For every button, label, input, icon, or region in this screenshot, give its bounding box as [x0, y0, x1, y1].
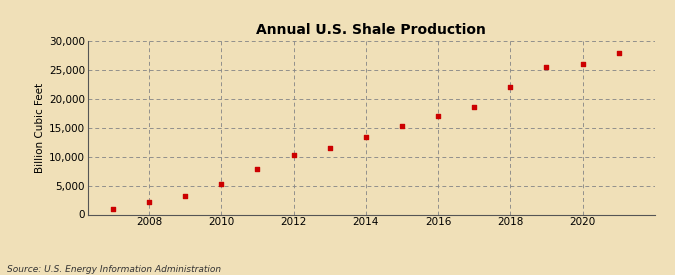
- Point: [360, 134, 371, 139]
- Point: [396, 124, 407, 128]
- Point: [577, 62, 588, 67]
- Point: [324, 146, 335, 150]
- Point: [613, 51, 624, 56]
- Point: [107, 207, 118, 211]
- Point: [252, 167, 263, 172]
- Point: [505, 85, 516, 90]
- Point: [541, 65, 551, 69]
- Y-axis label: Billion Cubic Feet: Billion Cubic Feet: [34, 83, 45, 173]
- Point: [468, 105, 479, 109]
- Point: [216, 182, 227, 186]
- Title: Annual U.S. Shale Production: Annual U.S. Shale Production: [256, 23, 486, 37]
- Point: [288, 153, 299, 157]
- Text: Source: U.S. Energy Information Administration: Source: U.S. Energy Information Administ…: [7, 265, 221, 274]
- Point: [433, 114, 443, 119]
- Point: [144, 200, 155, 205]
- Point: [180, 194, 190, 198]
